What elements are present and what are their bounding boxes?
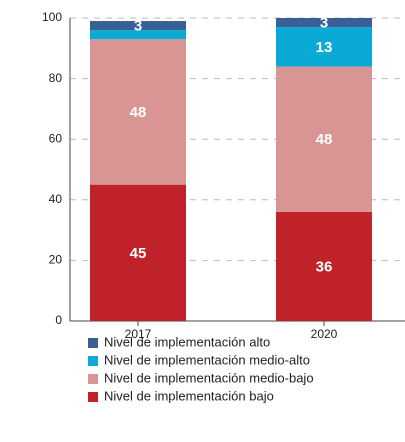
legend-swatch	[88, 392, 98, 402]
legend-text: Nivel de implementación bajo	[104, 388, 274, 403]
bar-segment	[276, 211, 372, 321]
data-label: 36	[316, 258, 333, 275]
bar-segment	[276, 66, 372, 212]
y-tick-label: 100	[42, 10, 62, 24]
data-label: 48	[130, 104, 147, 121]
data-label: 3	[134, 18, 142, 35]
y-tick-label: 40	[49, 192, 63, 206]
data-label: 45	[130, 245, 147, 262]
legend-swatch	[88, 356, 98, 366]
legend-text: Nivel de implementación alto	[104, 334, 270, 349]
bar-segment	[90, 30, 186, 40]
bar-segment	[276, 18, 372, 28]
y-tick-label: 60	[49, 131, 63, 145]
x-tick-label: 2017	[125, 327, 152, 341]
bar-segment	[276, 27, 372, 67]
y-tick-label: 80	[49, 71, 63, 85]
bar-segment	[90, 39, 186, 185]
legend-swatch	[88, 338, 98, 348]
legend-text: Nivel de implementación medio-bajo	[104, 370, 314, 385]
bar-segment	[90, 21, 186, 31]
y-tick-label: 0	[55, 313, 62, 327]
legend-text: Nivel de implementación medio-alto	[104, 352, 310, 367]
data-label: 3	[320, 15, 328, 32]
legend-swatch	[88, 374, 98, 384]
y-tick-label: 20	[49, 253, 63, 267]
x-tick-label: 2020	[311, 327, 338, 341]
bar-segment	[90, 184, 186, 321]
data-label: 48	[316, 131, 333, 148]
data-label: 13	[316, 39, 333, 56]
